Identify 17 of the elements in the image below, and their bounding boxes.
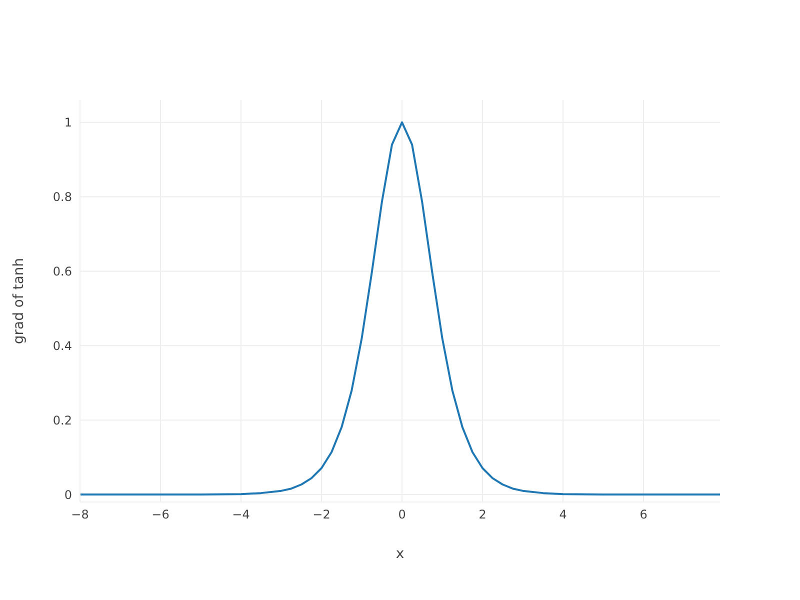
y-tick-label: 0.4 (52, 338, 72, 353)
line-series (80, 121, 720, 496)
y-tick-label: 0.2 (52, 413, 72, 428)
x-tick-label: −4 (232, 508, 250, 522)
x-tick-label: 6 (640, 508, 648, 522)
x-axis-title: x (396, 546, 404, 562)
x-tick-label: −8 (71, 508, 89, 522)
y-tick-label: 0.8 (52, 190, 72, 204)
x-tick-label: 0 (398, 508, 406, 522)
y-tick-label: 0 (64, 488, 72, 502)
x-tick-label: −2 (312, 508, 330, 522)
y-tick-label: 1 (64, 116, 72, 130)
y-tick-label: 0.6 (52, 264, 72, 278)
x-tick-label: −6 (152, 508, 170, 522)
x-tick-label: 4 (559, 508, 567, 522)
y-axis-title: grad of tanh (10, 258, 27, 344)
x-tick-label: 2 (478, 508, 486, 522)
